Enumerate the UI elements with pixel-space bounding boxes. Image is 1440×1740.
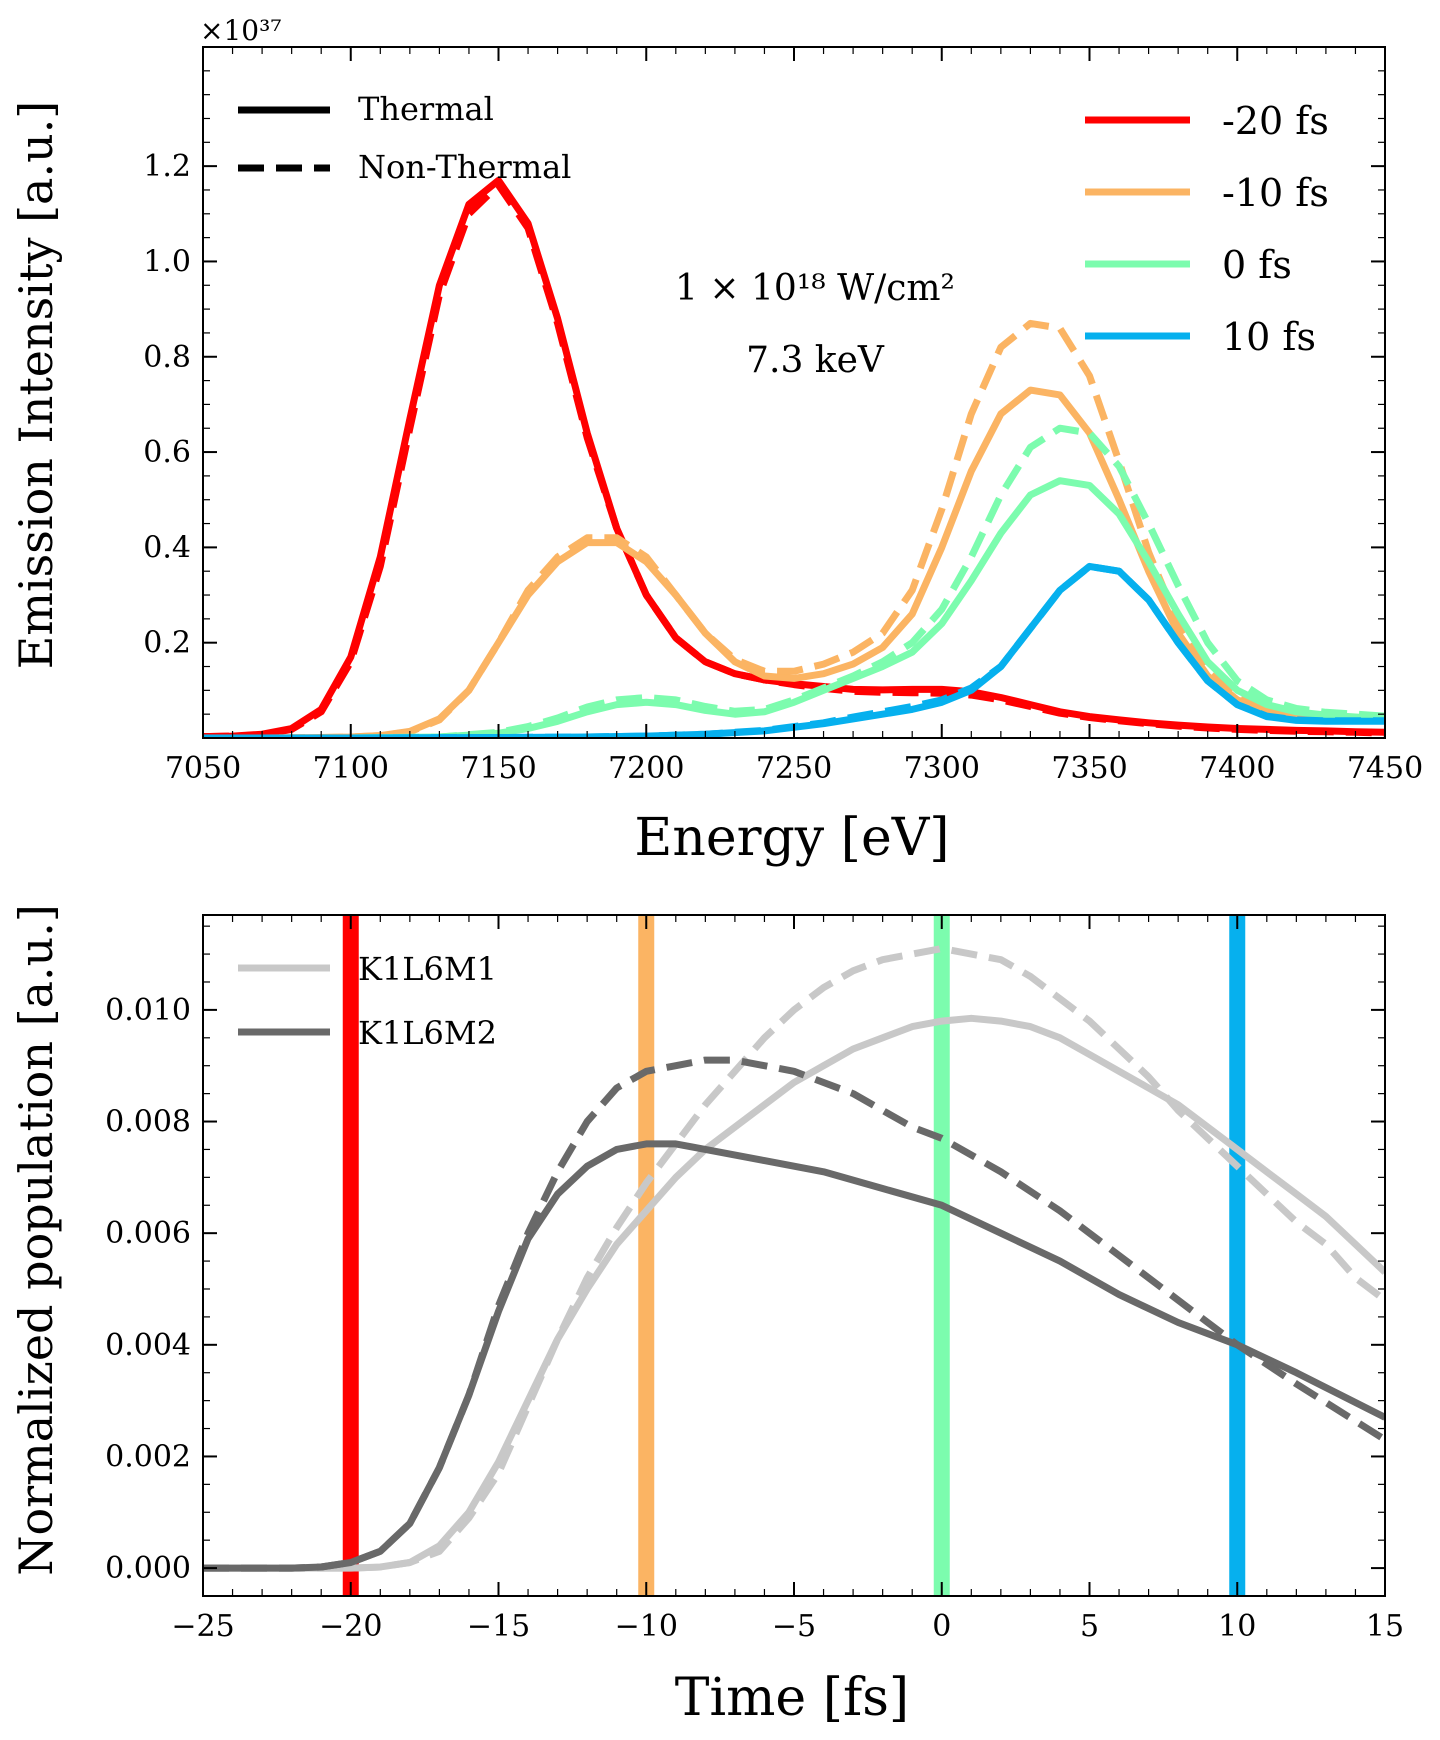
x-tick-label: −15 [467,1609,530,1644]
x-tick-label: −20 [319,1609,382,1644]
legend-label-k1l6m1: K1L6M1 [358,950,497,988]
y-tick-label: 1.0 [143,244,191,279]
x-tick-label: 7200 [608,751,684,786]
legend-label-k1l6m2: K1L6M2 [358,1014,497,1052]
bottom-panel-population: −25 −20 −15 −10 −5 0 5 10 15 0.000 0.002 0.004 0.006… [9,904,1404,1728]
x-tick-label: 7400 [1199,751,1275,786]
y-tick-label: 0.004 [105,1328,191,1363]
x-tick-label: −10 [615,1609,678,1644]
population-series [203,945,1385,1572]
delay-legend: -20 fs -10 fs 0 fs 10 fs [1085,99,1329,359]
delay-marker-20 [342,915,359,1596]
y-tick-label: 0.000 [105,1551,191,1586]
x-tick-label: 0 [932,1609,951,1644]
style-legend-label-non-thermal: Non-Thermal [358,148,571,186]
y-tick-label: 0.6 [143,435,191,470]
series-0-fs-non-thermal [203,424,1385,738]
annotation-energy: 7.3 keV [746,340,885,381]
y-tick-label: 0.2 [143,626,191,661]
x-axis-label: Energy [eV] [634,808,949,868]
x-tick-label: 7050 [165,751,241,786]
series-k1l6m1-non-thermal [203,945,1385,1572]
y-axis-scale-label: ×10³⁷ [200,14,282,47]
x-tick-label: 15 [1366,1609,1404,1644]
y-tick-label: 0.002 [105,1439,191,1474]
x-tick-label: 7150 [460,751,536,786]
x-tick-label: −5 [772,1609,816,1644]
line-style-legend: Thermal Non-Thermal [238,90,571,186]
x-tick-label: −25 [171,1609,234,1644]
top-panel-axes: 7050 7100 7150 7200 7250 7300 7350 7400 7450 0.2 0… [143,46,1423,786]
top-panel-emission-spectrum: 7050 7100 7150 7200 7250 7300 7350 7400 7450 0.2 0… [9,14,1423,868]
legend-label-20-fs: -20 fs [1222,99,1329,143]
series-k1l6m1-thermal [203,1014,1385,1572]
y-tick-label: 0.006 [105,1216,191,1251]
y-tick-label: 1.2 [143,149,191,184]
y-tick-label: 0.008 [105,1105,191,1140]
series-k1l6m2-non-thermal [203,1056,1385,1572]
x-axis-label: Time [fs] [675,1668,909,1728]
x-tick-label: 7350 [1051,751,1127,786]
state-legend: K1L6M1 K1L6M2 [238,950,497,1052]
x-tick-label: 7100 [313,751,389,786]
spectrum-series [203,176,1385,738]
series-10-fs-non-thermal [203,562,1385,738]
legend-label-10-fs: -10 fs [1222,171,1329,215]
series-10-fs-non-thermal [203,319,1385,738]
x-tick-label: 7300 [904,751,980,786]
x-tick-label: 10 [1218,1609,1256,1644]
series-20-fs-thermal [203,176,1385,738]
delay-marker-10 [1229,915,1246,1596]
legend-label-0-fs: 0 fs [1222,243,1292,287]
y-axis-label: Normalized population [a.u.] [9,904,63,1576]
style-legend-label-thermal: Thermal [358,90,494,128]
delay-marker-10 [638,915,655,1596]
x-tick-label: 7250 [756,751,832,786]
annotation-intensity: 1 × 10¹⁸ W/cm² [675,268,955,309]
series-0-fs-thermal [203,477,1385,738]
series-10-fs-thermal [203,562,1385,738]
y-tick-label: 0.8 [143,340,191,375]
series-20-fs-non-thermal [203,181,1385,738]
legend-label-10-fs: 10 fs [1222,315,1316,359]
delay-markers [342,915,1246,1596]
y-axis-label: Emission Intensity [a.u.] [9,101,63,670]
x-tick-label: 5 [1080,1609,1099,1644]
y-tick-label: 0.4 [143,530,191,565]
series-k1l6m2-thermal [203,1140,1385,1572]
delay-marker-0 [933,915,950,1596]
bottom-panel-axes: −25 −20 −15 −10 −5 0 5 10 15 0.000 0.002 0.004 0.006… [105,914,1404,1644]
x-tick-label: 7450 [1347,751,1423,786]
y-tick-label: 0.010 [105,993,191,1028]
